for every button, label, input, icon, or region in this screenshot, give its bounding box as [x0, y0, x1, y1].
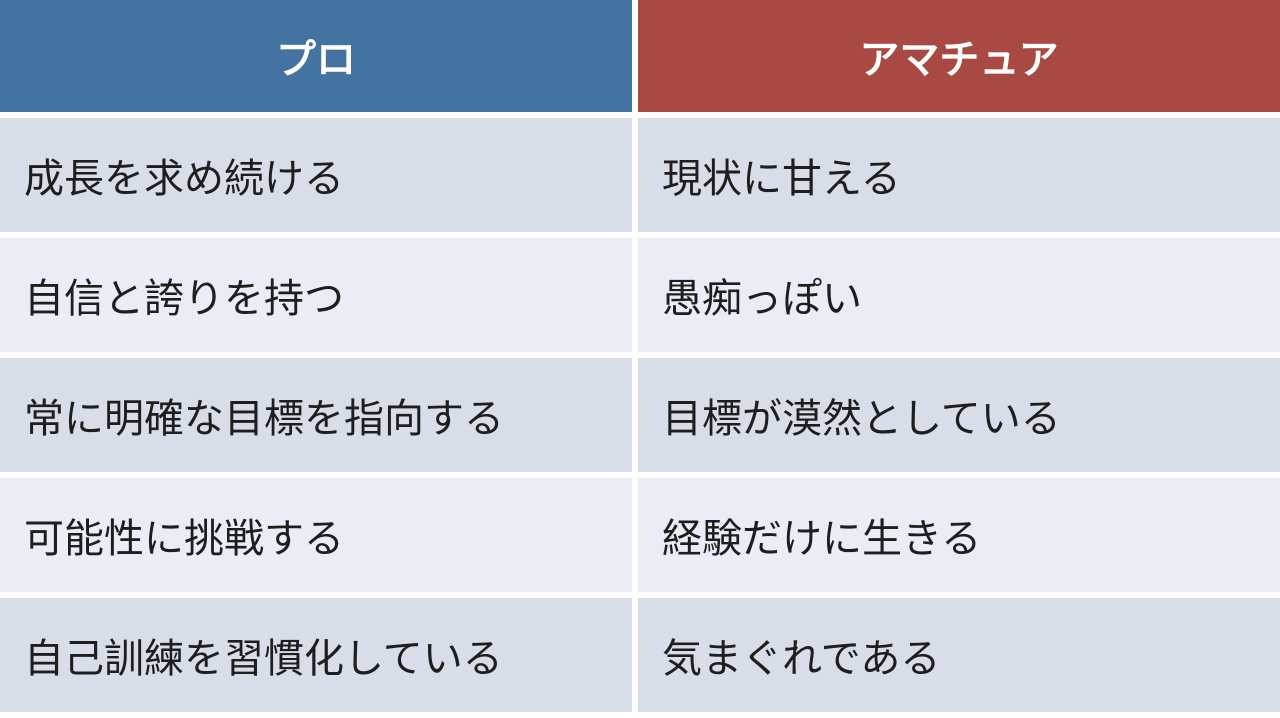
cell-pro: 自信と誇りを持つ	[0, 238, 632, 352]
cell-amateur: 目標が漠然としている	[638, 358, 1280, 472]
table-row: 可能性に挑戦する 経験だけに生きる	[0, 478, 1280, 592]
cell-amateur: 現状に甘える	[638, 118, 1280, 232]
cell-amateur: 愚痴っぽい	[638, 238, 1280, 352]
cell-pro: 成長を求め続ける	[0, 118, 632, 232]
header-amateur: アマチュア	[638, 0, 1280, 112]
table-row: 成長を求め続ける 現状に甘える	[0, 118, 1280, 232]
table-row: 自信と誇りを持つ 愚痴っぽい	[0, 238, 1280, 352]
cell-pro: 自己訓練を習慣化している	[0, 598, 632, 712]
header-row: プロ アマチュア	[0, 0, 1280, 112]
table-row: 常に明確な目標を指向する 目標が漠然としている	[0, 358, 1280, 472]
cell-pro: 可能性に挑戦する	[0, 478, 632, 592]
table-row: 自己訓練を習慣化している 気まぐれである	[0, 598, 1280, 712]
cell-pro: 常に明確な目標を指向する	[0, 358, 632, 472]
cell-amateur: 気まぐれである	[638, 598, 1280, 712]
header-pro: プロ	[0, 0, 632, 112]
cell-amateur: 経験だけに生きる	[638, 478, 1280, 592]
